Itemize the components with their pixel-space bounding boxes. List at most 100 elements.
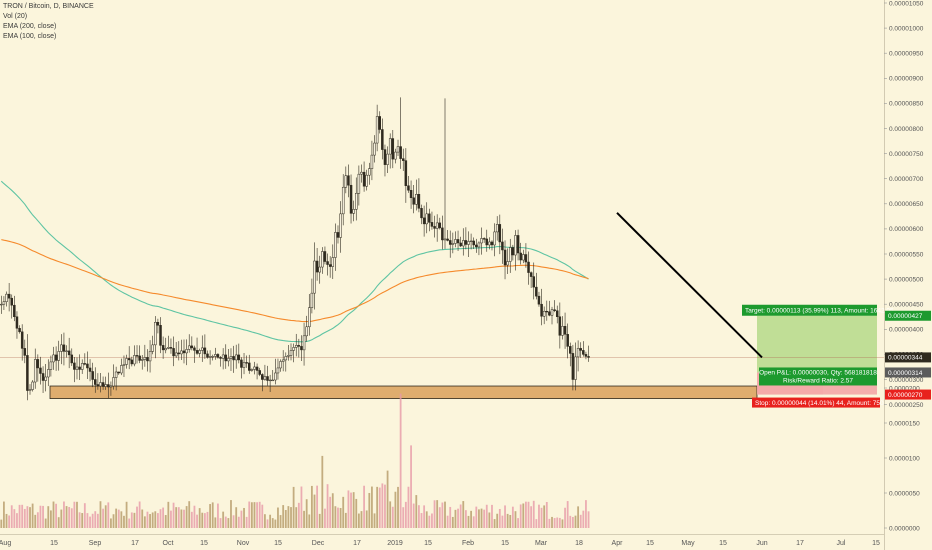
time-tick-label: Jun [756,540,767,547]
candle-body [528,262,530,273]
volume-bar [40,506,42,528]
stop-label: Stop: 0.00000044 (14.01%) 44, Amount: 75… [755,400,884,407]
volume-bar [63,502,65,528]
candle-body [115,372,117,378]
volume-bar [274,520,276,528]
candle-body [204,348,206,354]
candle-body [415,194,417,204]
candle-body [347,176,349,186]
volume-bar [128,519,130,528]
time-axis[interactable]: Aug 15 Sep 17 Oct 15 Nov 15 Dec 17 2019 15 Feb 15 Mar 1… [0,540,880,547]
candle-body [37,359,39,368]
volume-bar [522,503,524,528]
price-tick-label: 0.00000850 [889,101,924,108]
volume-bar [261,505,263,528]
volume-tick-label: 0.0000100 [889,455,920,462]
volume-bar [496,514,498,528]
time-tick-label: May [681,540,695,547]
price-tick-label: 0.00000750 [889,151,924,158]
candle-body [426,214,428,224]
volume-tick-label: 0.0000000 [889,525,920,532]
volume-bar [559,518,561,528]
volume-bar [350,493,352,528]
candle-body [76,367,78,370]
volume-bar [517,518,519,528]
volume-bar [97,514,99,528]
volume-bar [374,513,376,528]
volume-bar [353,492,355,528]
volume-bar [468,516,470,528]
volume-bar [113,514,115,528]
candle-body [201,348,203,351]
candle-body [434,226,436,228]
volume-bar [259,502,261,528]
candle-body [19,328,21,332]
candle-body [141,359,143,360]
volume-bar [387,471,389,528]
time-tick-label: 17 [353,540,361,547]
candle-body [170,347,172,348]
candle-body [144,357,146,359]
candle-body [460,243,462,246]
candle-body [300,346,302,350]
volume-bar [533,501,535,528]
volume-bar [183,510,185,528]
candle-body [146,357,148,361]
volume-bar [465,510,467,528]
candle-body [334,232,336,257]
volume-bar [528,502,530,528]
volume-bar [246,517,248,528]
volume-bar [580,515,582,528]
volume-bar [551,517,553,528]
candle-body [392,139,394,160]
candle-body [319,267,321,272]
time-tick-label: Feb [462,540,474,547]
legend-symbol[interactable]: TRON / Bitcoin, D, BINANCE [3,2,94,12]
volume-bar [478,509,480,528]
candle-body [345,176,347,188]
volume-bar [582,511,584,528]
candle-body [274,373,276,380]
volume-bar [58,517,60,528]
candle-body [467,241,469,244]
volume-bar [115,509,117,528]
candle-body [285,356,287,360]
volume-bar [34,515,36,528]
volume-bar [358,514,360,528]
volume-bar [395,492,397,528]
legend-ema-200[interactable]: EMA (200, close) [3,22,94,32]
volume-bar [460,504,462,528]
candle-body [520,253,522,260]
volume-bar [225,517,227,528]
candle-body [34,359,36,382]
volume-bar [585,500,587,528]
candle-body [165,348,167,350]
candle-body [89,368,91,372]
volume-bar [345,513,347,528]
volume-bar [11,505,13,528]
volume-bar [462,501,464,528]
candle-body [133,355,135,364]
candle-body [465,240,467,244]
legend-ema-100[interactable]: EMA (100, close) [3,32,94,42]
volume-bar [439,507,441,528]
volume-bar [520,504,522,528]
candle-body [533,277,535,288]
volume-bar [180,509,182,528]
candle-body [397,147,399,153]
volume-bar [334,506,336,528]
legend-volume[interactable]: Vol (20) [3,12,94,22]
volume-bar [502,516,504,528]
candle-body [522,255,524,261]
time-tick-label: Mar [535,540,548,547]
volume-bar [149,514,151,528]
volume-bar [324,509,326,528]
time-tick-label: 15 [274,540,282,547]
volume-bar [214,517,216,528]
candle-body [13,305,15,317]
volume-bar [280,515,282,528]
candle-body [97,385,99,387]
price-axis[interactable]: 0.00001050 0.00001000 0.00000950 0.00000900… [884,0,931,532]
